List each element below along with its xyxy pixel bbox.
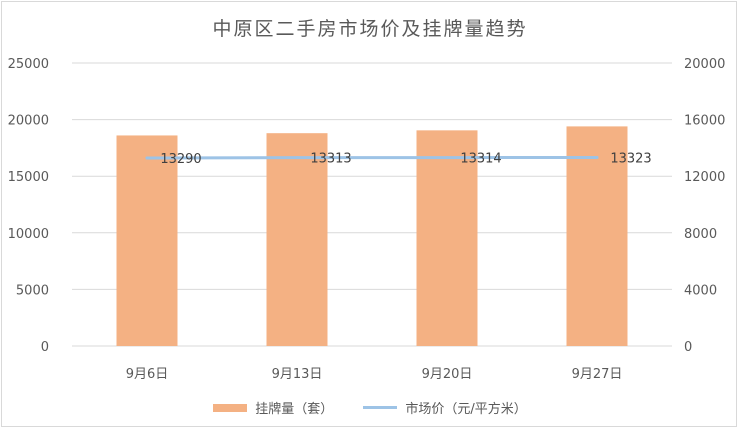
bar <box>566 126 628 346</box>
y-left-tick-label: 20000 <box>8 114 49 129</box>
y-right-tick-label: 8000 <box>684 227 717 242</box>
legend-label-listings: 挂牌量（套） <box>255 402 334 417</box>
legend-swatch-price <box>363 406 398 409</box>
data-label: 13314 <box>460 152 501 167</box>
bar <box>116 135 178 346</box>
y-left-tick-label: 25000 <box>8 57 49 72</box>
line-point <box>145 156 149 160</box>
legend-swatch-listings <box>213 403 248 412</box>
y-right-tick-label: 12000 <box>684 170 725 185</box>
legend-item-listings: 挂牌量（套） <box>213 398 333 417</box>
x-tick-label: 9月20日 <box>422 367 473 382</box>
data-label: 13290 <box>160 152 201 167</box>
legend: 挂牌量（套） 市场价（元/平方米） <box>0 398 740 417</box>
x-tick-label: 9月6日 <box>126 367 169 382</box>
y-left-tick-label: 10000 <box>8 227 49 242</box>
data-label: 13313 <box>310 152 351 167</box>
y-right-tick-label: 20000 <box>684 57 725 72</box>
line-point <box>445 156 449 160</box>
y-left-tick-label: 15000 <box>8 170 49 185</box>
legend-item-price: 市场价（元/平方米） <box>363 398 527 417</box>
x-tick-label: 9月27日 <box>572 367 623 382</box>
data-label: 13323 <box>610 151 651 166</box>
y-right-tick-label: 4000 <box>684 283 717 298</box>
x-tick-label: 9月13日 <box>272 367 323 382</box>
bar <box>266 133 328 346</box>
legend-label-price: 市场价（元/平方米） <box>405 402 527 417</box>
bar <box>416 130 478 346</box>
line-point <box>295 156 299 160</box>
y-left-tick-label: 0 <box>41 340 49 355</box>
y-left-tick-label: 5000 <box>16 283 49 298</box>
line-point <box>595 155 599 159</box>
chart-title: 中原区二手房市场价及挂牌量趋势 <box>212 18 528 40</box>
y-right-tick-label: 16000 <box>684 114 725 129</box>
y-right-tick-label: 0 <box>684 340 692 355</box>
